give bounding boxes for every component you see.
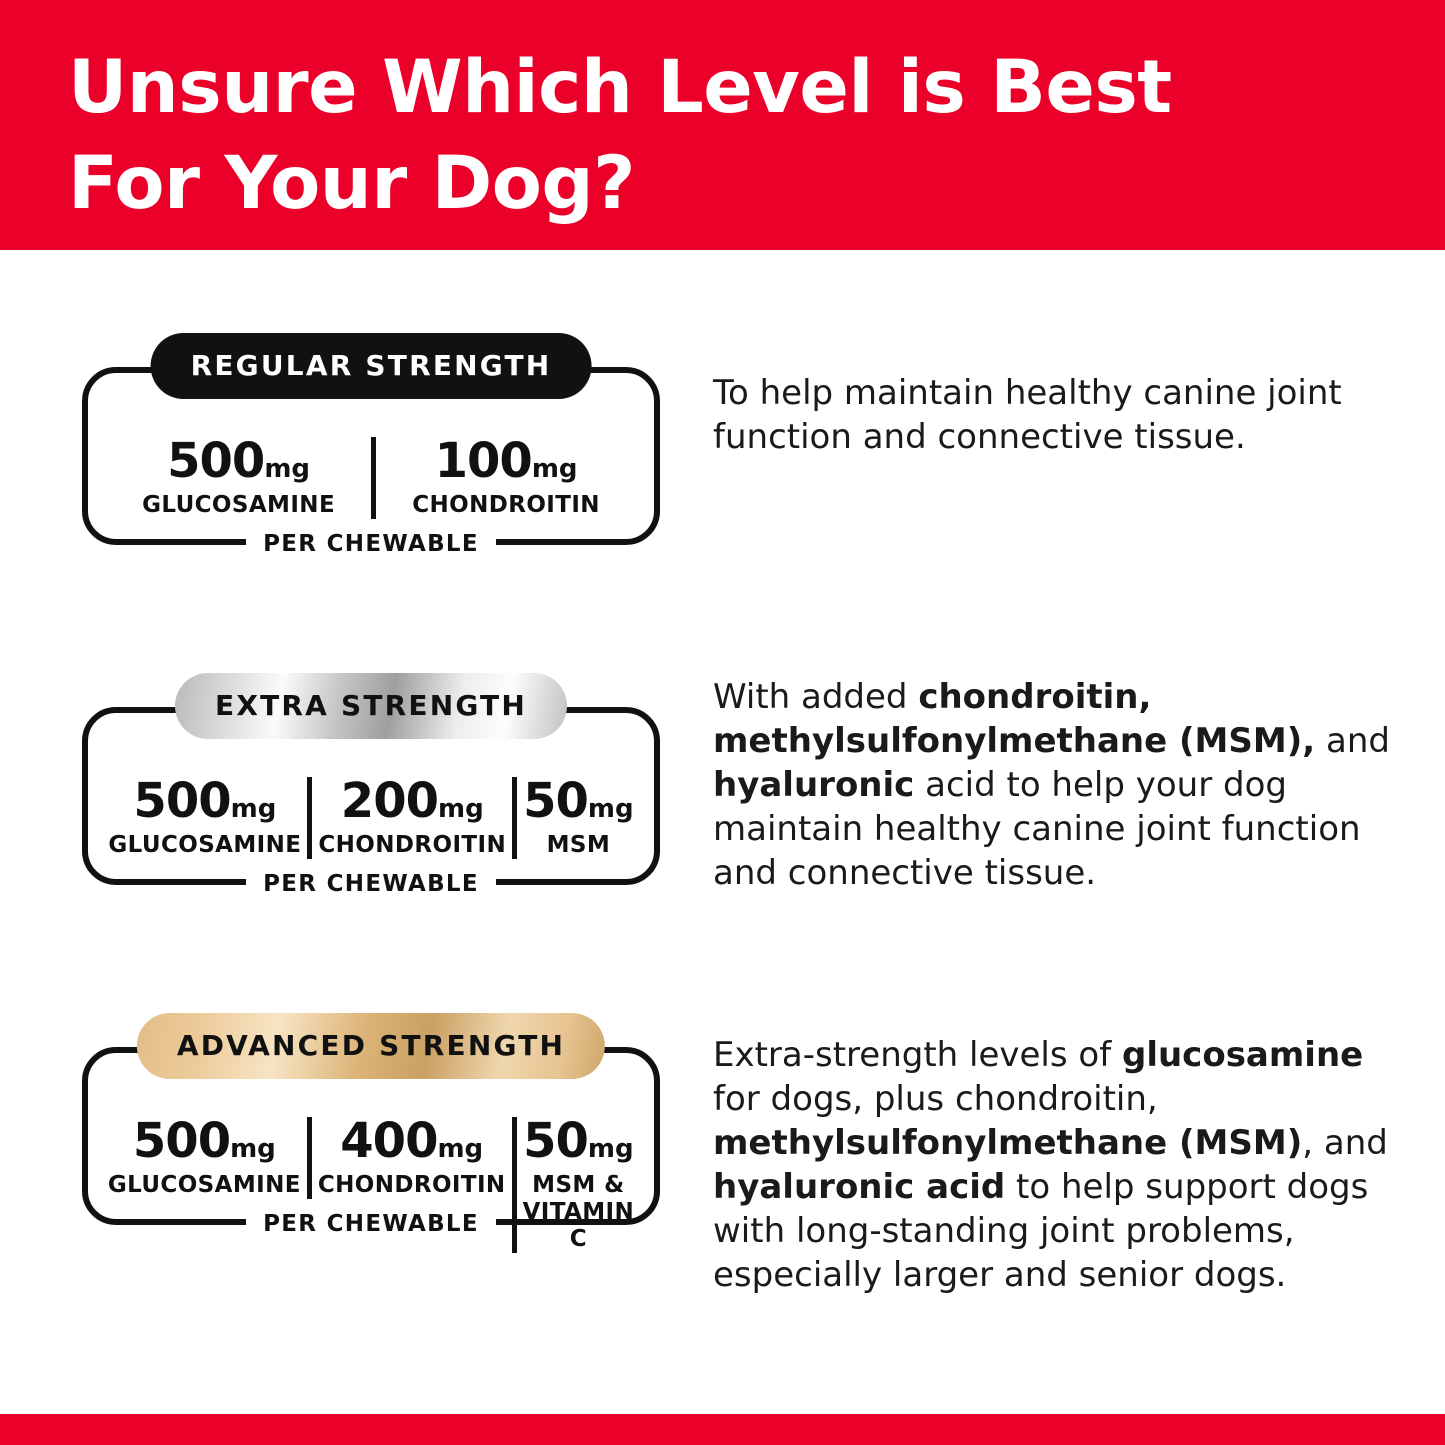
dose-column: 500mg GLUCOSAMINE: [102, 1117, 307, 1199]
dose-column: 400mg CHONDROITIN: [306, 1117, 512, 1199]
dose-unit: mg: [264, 454, 311, 484]
per-chewable-label: PER CHEWABLE: [249, 531, 493, 557]
dose-columns: 500mg GLUCOSAMINE 100mg CHONDROITIN: [106, 437, 636, 519]
dose-unit: mg: [531, 454, 578, 484]
dose-amount: 200mg: [318, 777, 506, 825]
dose-columns: 500mg GLUCOSAMINE 400mg CHONDROITIN 50mg…: [106, 1117, 636, 1253]
per-chewable-label: PER CHEWABLE: [249, 871, 493, 897]
description-extra-strength: With added chondroitin, methylsulfonylme…: [713, 677, 1390, 893]
dose-unit: mg: [437, 1134, 484, 1164]
per-chewable-label: PER CHEWABLE: [249, 1211, 493, 1237]
dose-label: GLUCOSAMINE: [108, 832, 302, 858]
dose-column: 50mg MSM & VITAMIN C: [511, 1117, 641, 1253]
dose-label: CHONDROITIN: [317, 1172, 506, 1198]
dose-unit: mg: [438, 794, 484, 824]
dose-amount: 400mg: [318, 1117, 506, 1165]
dose-number: 500: [167, 433, 265, 489]
strength-levels-list: REGULAR STRENGTH 500mg GLUCOSAMINE 100mg…: [0, 250, 1445, 1414]
dose-amount: 50mg: [523, 777, 634, 825]
dose-amount: 50mg: [523, 1117, 635, 1165]
dose-unit: mg: [587, 794, 634, 824]
dose-panel: 500mg GLUCOSAMINE 200mg CHONDROITIN 50mg…: [82, 707, 660, 897]
strength-level-row: ADVANCED STRENGTH 500mg GLUCOSAMINE 400m…: [0, 1013, 1445, 1355]
badge-extra-strength: EXTRA STRENGTH: [174, 673, 568, 739]
extra-strength-card: EXTRA STRENGTH 500mg GLUCOSAMINE 200mg C…: [82, 673, 660, 897]
header-banner: Unsure Which Level is Best For Your Dog?: [0, 0, 1445, 250]
page-title: Unsure Which Level is Best For Your Dog?: [68, 45, 1172, 226]
dose-number: 500: [133, 773, 231, 829]
regular-strength-card: REGULAR STRENGTH 500mg GLUCOSAMINE 100mg…: [82, 333, 660, 557]
dose-amount: 500mg: [108, 777, 301, 825]
dose-unit: mg: [230, 1134, 276, 1164]
dose-label: MSM: [546, 832, 611, 858]
dose-columns: 500mg GLUCOSAMINE 200mg CHONDROITIN 50mg…: [106, 777, 636, 859]
dose-amount: 500mg: [108, 1117, 301, 1165]
dose-column: 100mg CHONDROITIN: [371, 437, 636, 519]
dose-amount: 100mg: [382, 437, 630, 485]
dose-column: 200mg CHONDROITIN: [307, 777, 512, 859]
dose-label: MSM & VITAMIN C: [522, 1172, 635, 1252]
description-advanced-strength: Extra-strength levels of glucosamine for…: [713, 1035, 1388, 1295]
dose-number: 400: [340, 1113, 438, 1169]
badge-regular-strength: REGULAR STRENGTH: [150, 333, 592, 399]
dose-label: CHONDROITIN: [412, 492, 600, 518]
dose-number: 500: [132, 1113, 231, 1169]
dose-column: 500mg GLUCOSAMINE: [102, 777, 307, 859]
advanced-strength-card: ADVANCED STRENGTH 500mg GLUCOSAMINE 400m…: [82, 1013, 660, 1253]
dose-panel: 500mg GLUCOSAMINE 100mg CHONDROITIN PER …: [82, 367, 660, 557]
dose-number: 50: [523, 773, 589, 829]
dose-column: 500mg GLUCOSAMINE: [106, 437, 371, 519]
description-regular-strength: To help maintain healthy canine joint fu…: [713, 373, 1342, 457]
dose-number: 100: [434, 433, 533, 489]
dose-number: 50: [523, 1113, 589, 1169]
bottom-accent-strip: [0, 1414, 1445, 1445]
badge-advanced-strength: ADVANCED STRENGTH: [136, 1013, 606, 1079]
dose-number: 200: [340, 773, 439, 829]
strength-level-row: EXTRA STRENGTH 500mg GLUCOSAMINE 200mg C…: [0, 673, 1445, 1005]
dose-unit: mg: [230, 794, 277, 824]
dose-amount: 500mg: [112, 437, 365, 485]
dose-unit: mg: [587, 1134, 634, 1164]
dose-label: CHONDROITIN: [318, 832, 507, 858]
dose-label: GLUCOSAMINE: [107, 1172, 301, 1198]
dose-column: 50mg MSM: [512, 777, 640, 859]
strength-level-row: REGULAR STRENGTH 500mg GLUCOSAMINE 100mg…: [0, 333, 1445, 655]
dose-label: GLUCOSAMINE: [142, 492, 336, 518]
